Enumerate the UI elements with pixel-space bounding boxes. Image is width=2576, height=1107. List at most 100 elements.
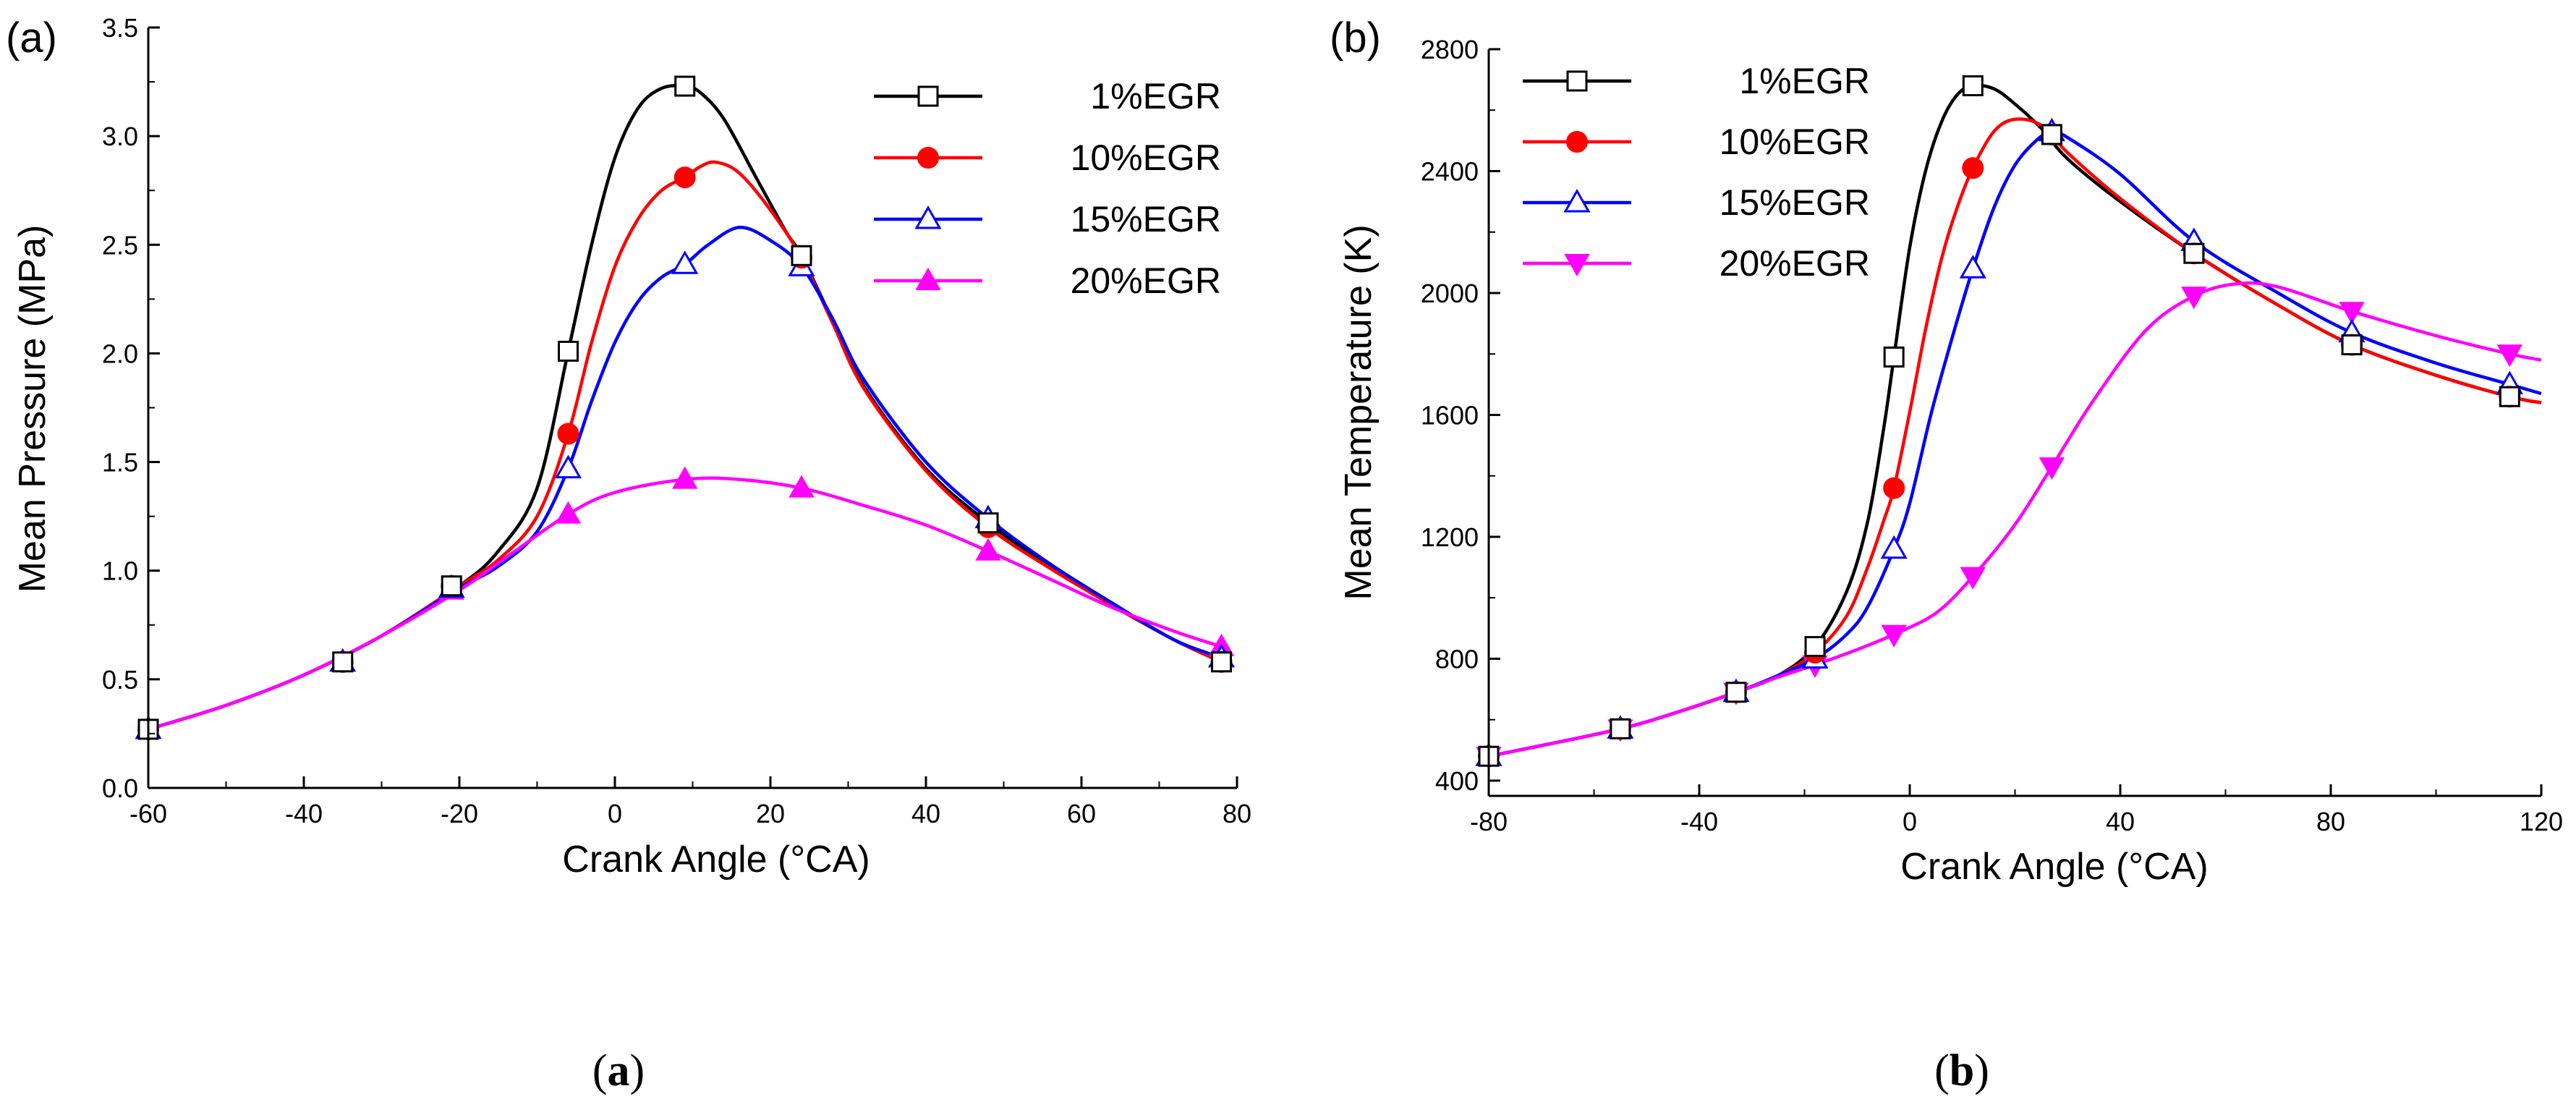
data-point-1pct-egr xyxy=(674,75,696,97)
data-point-15pct-egr xyxy=(1880,535,1908,559)
x-tick-labels-a: -60 -40 -20 0 20 40 60 80 xyxy=(129,799,1251,828)
y-tick-label: 2000 xyxy=(1421,279,1479,308)
data-point-15pct-egr xyxy=(554,454,582,479)
y-tick-label: 800 xyxy=(1435,644,1479,674)
series-markers-b xyxy=(1475,75,2523,770)
legend-label: 15%EGR xyxy=(1720,182,1870,223)
legend-label: 10%EGR xyxy=(1071,137,1221,178)
series-line-15pct-egr xyxy=(1488,130,2542,758)
legend-marker xyxy=(1566,70,1588,92)
data-point-1pct-egr xyxy=(332,651,354,673)
legend-label: 10%EGR xyxy=(1720,122,1870,162)
data-point-1pct-egr xyxy=(2183,242,2205,264)
legend-marker xyxy=(917,85,939,107)
x-tick-label: 0 xyxy=(1903,807,1917,836)
x-tick-label: -40 xyxy=(285,799,323,828)
data-point-1pct-egr xyxy=(1725,682,1747,703)
series-line-1pct-egr xyxy=(1488,83,2542,758)
panel-label-b: (b) xyxy=(1330,14,1381,62)
data-point-20pct-egr xyxy=(555,501,582,524)
data-point-10pct-egr xyxy=(1962,157,1984,179)
caption-a-close: ) xyxy=(630,1046,645,1095)
series-line-20pct-egr xyxy=(148,476,1223,731)
data-point-1pct-egr xyxy=(2499,386,2520,407)
y-tick-label: 3.0 xyxy=(102,122,138,151)
x-tick-label: -60 xyxy=(129,799,167,828)
legend-marker xyxy=(917,147,939,169)
axes-b xyxy=(1487,48,2543,797)
y-tick-label: 3.5 xyxy=(102,13,138,43)
y-tick-labels-a: 0.0 0.5 1.0 1.5 2.0 2.5 3.0 3.5 xyxy=(102,13,138,803)
x-tick-label: 40 xyxy=(2106,807,2135,836)
caption-a-letter: a xyxy=(608,1046,630,1095)
data-point-20pct-egr xyxy=(2181,287,2207,310)
y-tick-label: 1.5 xyxy=(102,448,138,478)
legend-a: 1%EGR 10%EGR 15%EGR 20%EGR xyxy=(874,76,1221,301)
x-tick-label: -20 xyxy=(441,799,478,828)
x-tick-label: -40 xyxy=(1680,807,1718,836)
data-point-1pct-egr xyxy=(1962,75,1984,97)
data-point-1pct-egr xyxy=(1610,718,1631,739)
data-point-10pct-egr xyxy=(673,166,696,189)
legend-label: 1%EGR xyxy=(1090,76,1221,116)
data-point-1pct-egr xyxy=(977,512,999,534)
caption-a-open: ( xyxy=(592,1046,608,1095)
y-tick-label: 400 xyxy=(1435,766,1479,796)
data-point-10pct-egr xyxy=(1883,477,1905,499)
data-point-20pct-egr xyxy=(672,466,698,489)
legend-marker xyxy=(1564,254,1590,277)
data-point-1pct-egr xyxy=(791,245,812,266)
caption-b: (b) xyxy=(1934,1046,1989,1095)
caption-a: (a) xyxy=(592,1046,645,1095)
y-tick-label: 2400 xyxy=(1421,156,1479,186)
series-markers-a xyxy=(135,75,1236,740)
x-tick-label: 0 xyxy=(608,799,622,828)
y-tick-label: 0.0 xyxy=(102,773,138,803)
legend-label: 1%EGR xyxy=(1739,61,1870,101)
data-point-1pct-egr xyxy=(1804,636,1826,658)
caption-b-close: ) xyxy=(1974,1046,1989,1095)
legend-label: 20%EGR xyxy=(1720,243,1870,284)
x-tick-label: 60 xyxy=(1067,799,1096,828)
x-tick-label: 80 xyxy=(1223,799,1251,828)
data-point-20pct-egr xyxy=(2339,302,2365,325)
data-point-1pct-egr xyxy=(1211,651,1232,673)
legend-label: 15%EGR xyxy=(1071,199,1221,239)
y-tick-label: 1600 xyxy=(1421,400,1479,430)
y-tick-label: 2.0 xyxy=(102,339,138,368)
y-tick-label: 2.5 xyxy=(102,230,138,260)
data-point-20pct-egr xyxy=(1881,624,1907,648)
y-tick-label: 0.5 xyxy=(102,665,138,695)
legend-marker xyxy=(915,267,941,290)
data-point-1pct-egr xyxy=(558,340,579,362)
data-point-1pct-egr xyxy=(1883,346,1905,368)
y-tick-label: 1.0 xyxy=(102,556,138,586)
chart-panel-a: (a) -60 -40 -20 0 20 40 60 80 0.0 0.5 1.0 1.5 2.0 2.… xyxy=(6,13,1251,1095)
data-point-1pct-egr xyxy=(441,575,462,597)
series-line-10pct-egr xyxy=(1488,117,2542,758)
x-tick-label: 80 xyxy=(2316,807,2345,836)
y-tick-label: 2800 xyxy=(1421,35,1479,64)
data-point-20pct-egr xyxy=(2496,344,2523,368)
data-point-20pct-egr xyxy=(1960,567,1986,590)
series-line-10pct-egr xyxy=(148,160,1223,731)
data-point-20pct-egr xyxy=(788,475,815,498)
y-tick-labels-b: 400 800 1200 1600 2000 2400 2800 xyxy=(1421,35,1479,796)
x-axis-title-a: Crank Angle (°CA) xyxy=(562,839,870,881)
x-tick-label: -80 xyxy=(1470,807,1508,836)
x-tick-label: 120 xyxy=(2520,807,2563,836)
legend-marker xyxy=(1563,188,1591,213)
data-point-1pct-egr xyxy=(2341,334,2363,356)
series-line-20pct-egr xyxy=(1488,281,2542,758)
x-axis-title-b: Crank Angle (°CA) xyxy=(1900,846,2208,888)
y-axis-title-a: Mean Pressure (MPa) xyxy=(12,225,54,593)
legend-label: 20%EGR xyxy=(1071,260,1221,301)
data-point-20pct-egr xyxy=(2039,457,2065,480)
caption-b-open: ( xyxy=(1934,1046,1950,1095)
x-tick-labels-b: -80 -40 0 40 80 120 xyxy=(1470,807,2563,836)
data-point-15pct-egr xyxy=(671,250,699,274)
data-point-1pct-egr xyxy=(2041,124,2062,145)
panel-label-a: (a) xyxy=(6,14,57,62)
y-tick-label: 1200 xyxy=(1421,522,1479,552)
legend-b: 1%EGR 10%EGR 15%EGR 20%EGR xyxy=(1523,61,1870,284)
